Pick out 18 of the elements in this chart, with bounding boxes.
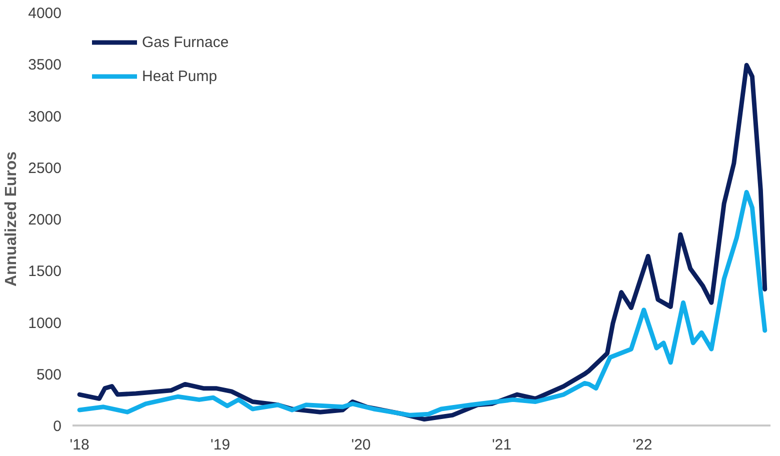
y-tick-label: 0 xyxy=(53,418,62,435)
x-tick-label: '19 xyxy=(210,436,230,454)
x-tick-label: '18 xyxy=(70,436,90,454)
y-tick-label: 3000 xyxy=(28,108,62,126)
x-tick-label: '21 xyxy=(492,436,512,454)
y-tick-label: 2500 xyxy=(28,160,62,177)
legend-label: Heat Pump xyxy=(142,68,218,84)
y-tick-label: 2000 xyxy=(28,212,62,228)
x-tick-label: '20 xyxy=(351,436,371,454)
line-series xyxy=(77,190,768,418)
y-tick-label: 1500 xyxy=(28,263,62,280)
x-tick-label: '22 xyxy=(632,436,652,454)
y-tick-label: 1000 xyxy=(28,314,62,332)
legend-label: Gas Furnace xyxy=(142,34,229,50)
y-tick-label: 4000 xyxy=(28,5,62,22)
y-tick-label: 3500 xyxy=(28,56,62,74)
y-axis-title: Annualized Euros xyxy=(3,151,20,287)
y-tick-label: 500 xyxy=(36,366,62,384)
